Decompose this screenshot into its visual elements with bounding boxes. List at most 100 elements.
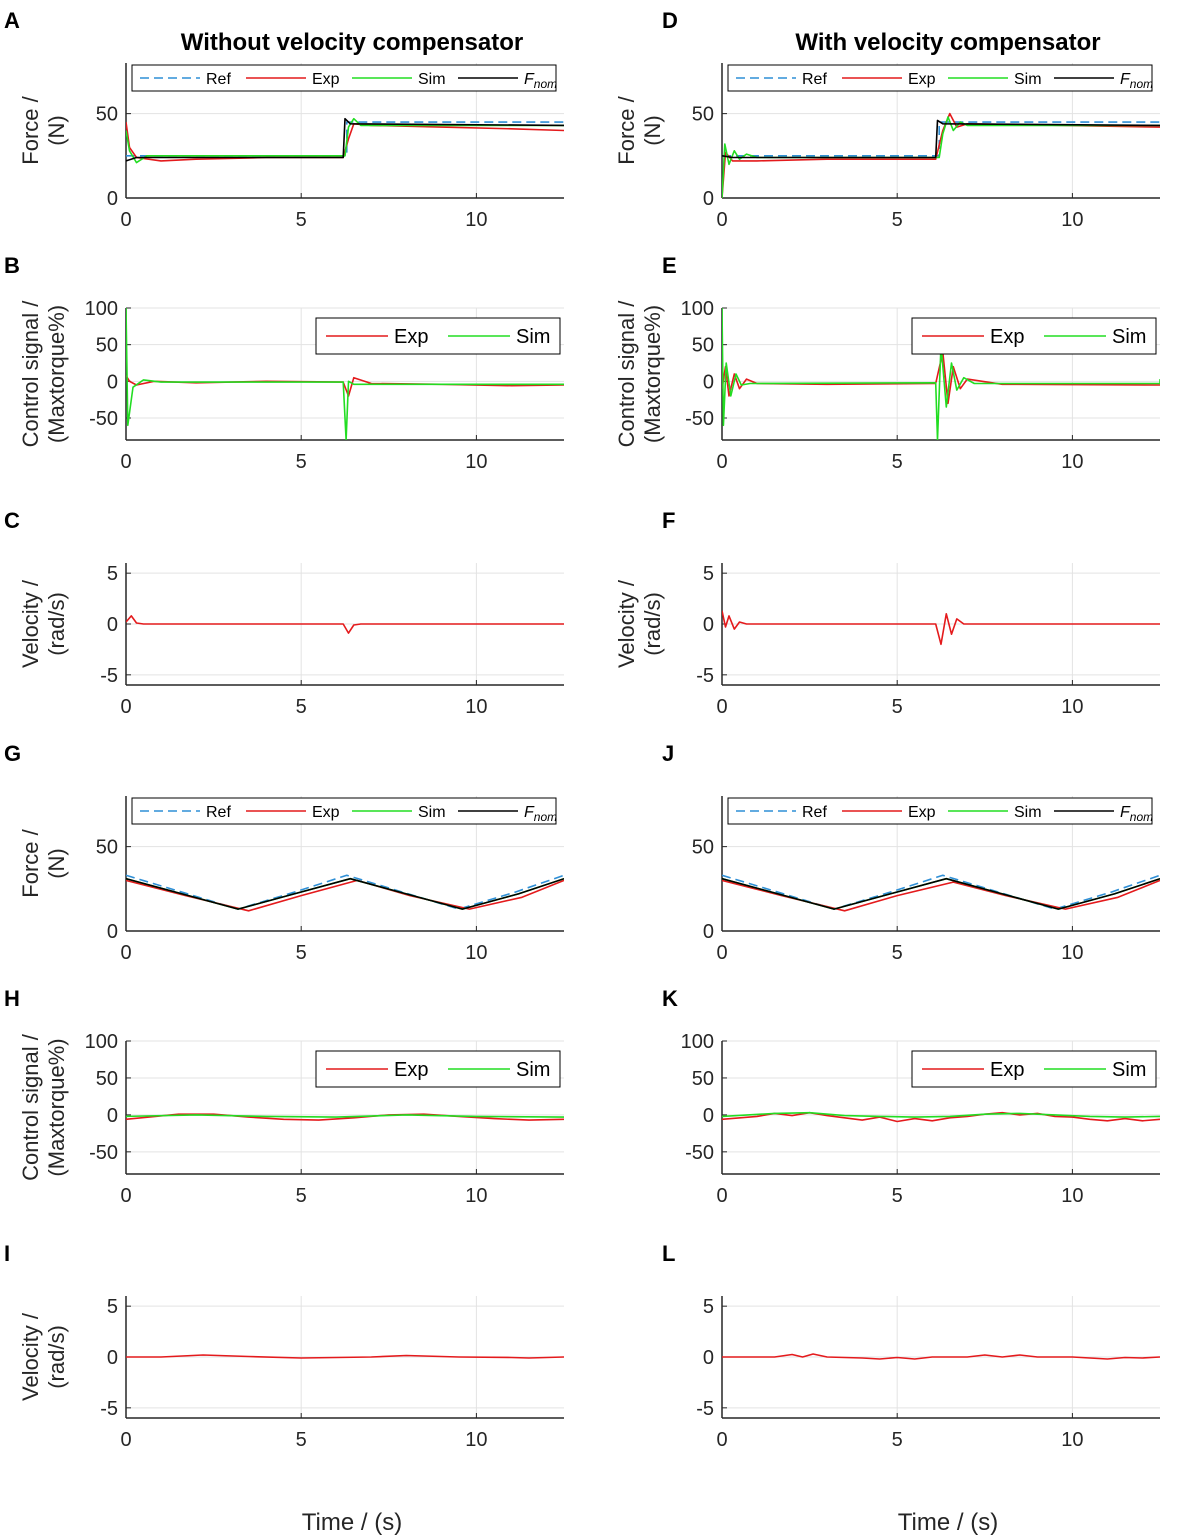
- panel-a-legend-label: Exp: [312, 71, 340, 88]
- panel-e-letter: E: [662, 253, 677, 278]
- panel-a: A 0 5 10 0 50 Force / (N) Ref Exp Sim Fnom: [4, 8, 564, 231]
- panel-i-ylabel: Velocity /: [18, 1312, 43, 1401]
- panel-d-ytick-label: 50: [692, 104, 714, 126]
- panel-d-line-exp: [722, 112, 1160, 198]
- panel-h-ytick-label: 0: [107, 1105, 118, 1127]
- panel-a-xtick-label: 5: [296, 209, 307, 231]
- panel-l-ytick-label: 0: [703, 1347, 714, 1369]
- x-axis-label-left: Time / (s): [302, 1509, 402, 1536]
- panel-e-xtick-label: 10: [1061, 451, 1083, 473]
- panel-a-series: [126, 117, 564, 164]
- panel-j-legend-label-main: F: [1120, 804, 1131, 821]
- panel-d-ytick-label: 0: [703, 188, 714, 210]
- panel-e-ylabel: Control signal /: [614, 300, 639, 448]
- panel-b-ylabel: Control signal /: [18, 300, 43, 448]
- panel-f-ylabel: (rad/s): [640, 592, 665, 656]
- panel-k-ytick-label: 0: [703, 1105, 714, 1127]
- panel-b-ylabel: (Maxtorque%): [44, 305, 69, 443]
- panel-l-xtick-label: 10: [1061, 1429, 1083, 1451]
- panel-l: L0 5 10-505: [662, 1241, 1160, 1451]
- panel-l-ytick-label: -5: [696, 1398, 714, 1420]
- panel-i-ytick-label: -5: [100, 1398, 118, 1420]
- panel-l-letter: L: [662, 1241, 675, 1266]
- panel-g-ytick-label: 0: [107, 921, 118, 943]
- panel-b-ytick-label: 0: [107, 371, 118, 393]
- panel-j-line-f-nom: [722, 877, 1160, 910]
- panel-k-ytick-label: -50: [685, 1142, 714, 1164]
- panel-a-legend: Ref Exp Sim Fnom: [131, 64, 557, 92]
- panel-d-legend-label: Ref: [802, 71, 827, 88]
- panel-d: D 0 5 10 0 50 Force / (N) Ref Exp Sim Fnom: [614, 8, 1160, 231]
- panel-c-ylabel: (rad/s): [44, 592, 69, 656]
- panel-a-legend-label-sub: nom: [534, 77, 557, 91]
- panel-k-letter: K: [662, 986, 678, 1011]
- panel-a-xtick-label: 10: [465, 209, 487, 231]
- panel-j-legend: Ref Exp Sim Fnom: [727, 797, 1153, 825]
- panel-d-legend-label: Sim: [1014, 71, 1042, 88]
- panel-h-ylabel: (Maxtorque%): [44, 1038, 69, 1176]
- panel-g-xtick-label: 5: [296, 942, 307, 964]
- panel-e-xtick-label: 5: [892, 451, 903, 473]
- panel-j-line-ref: [722, 874, 1160, 910]
- panel-i-ytick-label: 0: [107, 1347, 118, 1369]
- panel-c-xtick-label: 0: [120, 696, 131, 718]
- panel-b-legend: Exp Sim: [315, 317, 561, 355]
- panel-j-letter: J: [662, 741, 674, 766]
- panel-i-xtick-label: 0: [120, 1429, 131, 1451]
- panel-l-xtick-label: 5: [892, 1429, 903, 1451]
- panel-l-ytick-label: 5: [703, 1296, 714, 1318]
- panel-g-xtick-label: 10: [465, 942, 487, 964]
- panel-i-ylabel: (rad/s): [44, 1325, 69, 1389]
- panel-i-letter: I: [4, 1241, 10, 1266]
- panel-b-ytick-label: 50: [96, 335, 118, 357]
- column-title-left: Without velocity compensator: [181, 29, 524, 56]
- panel-g-letter: G: [4, 741, 21, 766]
- panel-f-ylabel: Velocity /: [614, 579, 639, 668]
- panel-g-legend-label: Exp: [312, 804, 340, 821]
- panel-j-xtick-label: 10: [1061, 942, 1083, 964]
- panel-b-series: [126, 308, 564, 440]
- panel-d-legend: Ref Exp Sim Fnom: [727, 64, 1153, 92]
- panel-j-series: [722, 874, 1160, 912]
- panel-e-line-exp: [722, 351, 1160, 405]
- panel-h-legend: Exp Sim: [315, 1050, 561, 1088]
- panel-a-legend-label-main: F: [524, 71, 535, 88]
- panel-k-legend: Exp Sim: [911, 1050, 1157, 1088]
- panel-b-ytick-label: -50: [89, 408, 118, 430]
- panel-g-line-ref: [126, 874, 564, 910]
- panel-f-ytick-label: 0: [703, 614, 714, 636]
- panel-g-line-f-nom: [126, 877, 564, 910]
- panel-k-series: [722, 1111, 1160, 1123]
- panel-g-legend-label: Ref: [206, 804, 231, 821]
- panel-k-xtick-label: 10: [1061, 1185, 1083, 1207]
- panel-b-legend-label: Sim: [516, 326, 550, 348]
- panel-g-legend-label-main: F: [524, 804, 535, 821]
- panel-d-xtick-label: 0: [716, 209, 727, 231]
- panel-f-ytick-label: -5: [696, 665, 714, 687]
- panel-h-ylabel: Control signal /: [18, 1033, 43, 1181]
- panel-b-xtick-label: 0: [120, 451, 131, 473]
- panel-a-legend-label: Sim: [418, 71, 446, 88]
- panel-f-series: [722, 610, 1160, 646]
- panel-b-legend-label: Exp: [394, 326, 428, 348]
- x-axis-label-right: Time / (s): [898, 1509, 998, 1536]
- panel-a-letter: A: [4, 8, 20, 33]
- panel-j-legend-label: Fnom: [1120, 804, 1153, 824]
- panel-k-legend-label: Exp: [990, 1059, 1024, 1081]
- panel-e-xtick-label: 0: [716, 451, 727, 473]
- panel-e-ytick-label: 0: [703, 371, 714, 393]
- panel-i-line-exp: [126, 1354, 564, 1359]
- panel-b-xtick-label: 5: [296, 451, 307, 473]
- panel-h-xtick-label: 10: [465, 1185, 487, 1207]
- panel-d-ylabel: (N): [640, 115, 665, 146]
- panel-f-xtick-label: 10: [1061, 696, 1083, 718]
- panel-g-legend-label-sub: nom: [534, 810, 557, 824]
- panel-d-xtick-label: 10: [1061, 209, 1083, 231]
- panel-c-ylabel: Velocity /: [18, 579, 43, 668]
- panel-c-ytick-label: 5: [107, 563, 118, 585]
